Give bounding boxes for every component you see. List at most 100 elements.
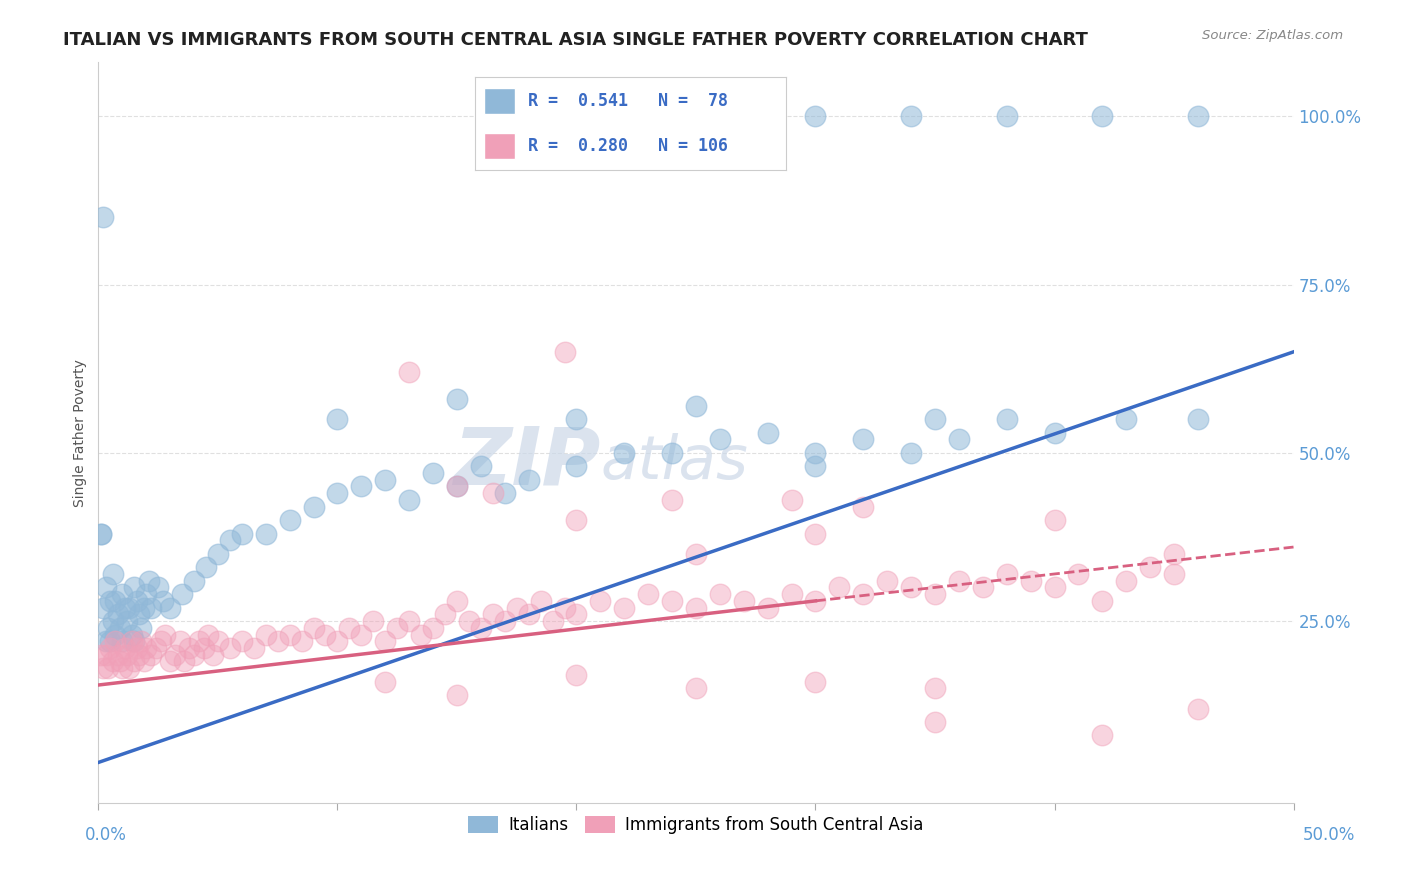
Point xyxy=(101,614,124,628)
Point xyxy=(1115,412,1137,426)
Point xyxy=(565,668,588,682)
Point xyxy=(115,614,138,628)
Point xyxy=(91,661,114,675)
Point xyxy=(506,600,529,615)
Point xyxy=(554,600,576,615)
Point xyxy=(804,526,827,541)
Point xyxy=(139,648,162,662)
Point xyxy=(91,211,114,225)
Point xyxy=(108,621,131,635)
Point xyxy=(107,607,129,622)
Point xyxy=(114,600,136,615)
Point xyxy=(1043,513,1066,527)
Point xyxy=(94,634,117,648)
Point xyxy=(661,594,683,608)
Point xyxy=(291,634,314,648)
Point xyxy=(302,500,325,514)
Point xyxy=(589,594,612,608)
Point xyxy=(278,513,301,527)
Point xyxy=(107,648,129,662)
Point xyxy=(339,621,361,635)
Point xyxy=(565,459,588,474)
Point xyxy=(101,655,124,669)
Y-axis label: Single Father Poverty: Single Father Poverty xyxy=(73,359,87,507)
Point xyxy=(193,640,215,655)
Point xyxy=(613,446,636,460)
Point xyxy=(159,600,181,615)
Point xyxy=(481,607,505,622)
Point xyxy=(517,473,540,487)
Point xyxy=(132,655,155,669)
Point xyxy=(94,581,117,595)
Point xyxy=(197,627,219,641)
Point xyxy=(132,600,155,615)
Point xyxy=(446,594,468,608)
Point xyxy=(565,607,588,622)
Point xyxy=(1019,574,1042,588)
Point xyxy=(876,574,898,588)
Point xyxy=(470,459,492,474)
Point xyxy=(131,634,153,648)
Point xyxy=(138,574,160,588)
Point xyxy=(697,109,720,123)
Point xyxy=(995,412,1018,426)
Point xyxy=(481,486,505,500)
Point xyxy=(494,614,516,628)
Point xyxy=(172,587,194,601)
Point xyxy=(385,621,409,635)
Point xyxy=(1091,594,1114,608)
Text: Source: ZipAtlas.com: Source: ZipAtlas.com xyxy=(1202,29,1343,42)
Point xyxy=(125,594,148,608)
Point xyxy=(411,627,433,641)
Point xyxy=(685,399,707,413)
Point xyxy=(924,587,946,601)
Point xyxy=(326,486,349,500)
Point xyxy=(900,446,922,460)
Point xyxy=(374,473,396,487)
Point xyxy=(1163,547,1185,561)
Point xyxy=(202,648,225,662)
Point xyxy=(924,681,946,696)
Point xyxy=(1115,574,1137,588)
Point xyxy=(254,627,277,641)
Point xyxy=(231,634,253,648)
Point xyxy=(98,634,122,648)
Point xyxy=(661,446,683,460)
Point xyxy=(1187,701,1209,715)
Point xyxy=(972,581,994,595)
Point xyxy=(315,627,337,641)
Point xyxy=(685,600,707,615)
Point xyxy=(1067,566,1090,581)
Point xyxy=(90,648,112,662)
Point xyxy=(709,433,731,447)
Point xyxy=(804,674,827,689)
Point xyxy=(111,587,134,601)
Point xyxy=(145,640,167,655)
Point xyxy=(124,634,146,648)
Point xyxy=(302,621,325,635)
Point xyxy=(1043,581,1066,595)
Point xyxy=(995,109,1018,123)
Point xyxy=(114,640,136,655)
Point xyxy=(780,492,803,507)
Point xyxy=(183,574,205,588)
Point xyxy=(97,661,120,675)
Point xyxy=(121,634,143,648)
Point xyxy=(101,566,124,581)
Point xyxy=(1091,109,1114,123)
Point xyxy=(470,621,492,635)
Point xyxy=(1139,560,1161,574)
Point xyxy=(118,600,141,615)
Point xyxy=(828,581,851,595)
Point xyxy=(118,661,141,675)
Text: ITALIAN VS IMMIGRANTS FROM SOUTH CENTRAL ASIA SINGLE FATHER POVERTY CORRELATION : ITALIAN VS IMMIGRANTS FROM SOUTH CENTRAL… xyxy=(63,31,1088,49)
Point xyxy=(756,425,779,440)
Point xyxy=(207,634,229,648)
Point xyxy=(124,655,146,669)
Point xyxy=(91,600,114,615)
Point xyxy=(135,587,157,601)
Point xyxy=(326,634,349,648)
Point xyxy=(948,574,970,588)
Point xyxy=(554,344,576,359)
Point xyxy=(124,581,146,595)
